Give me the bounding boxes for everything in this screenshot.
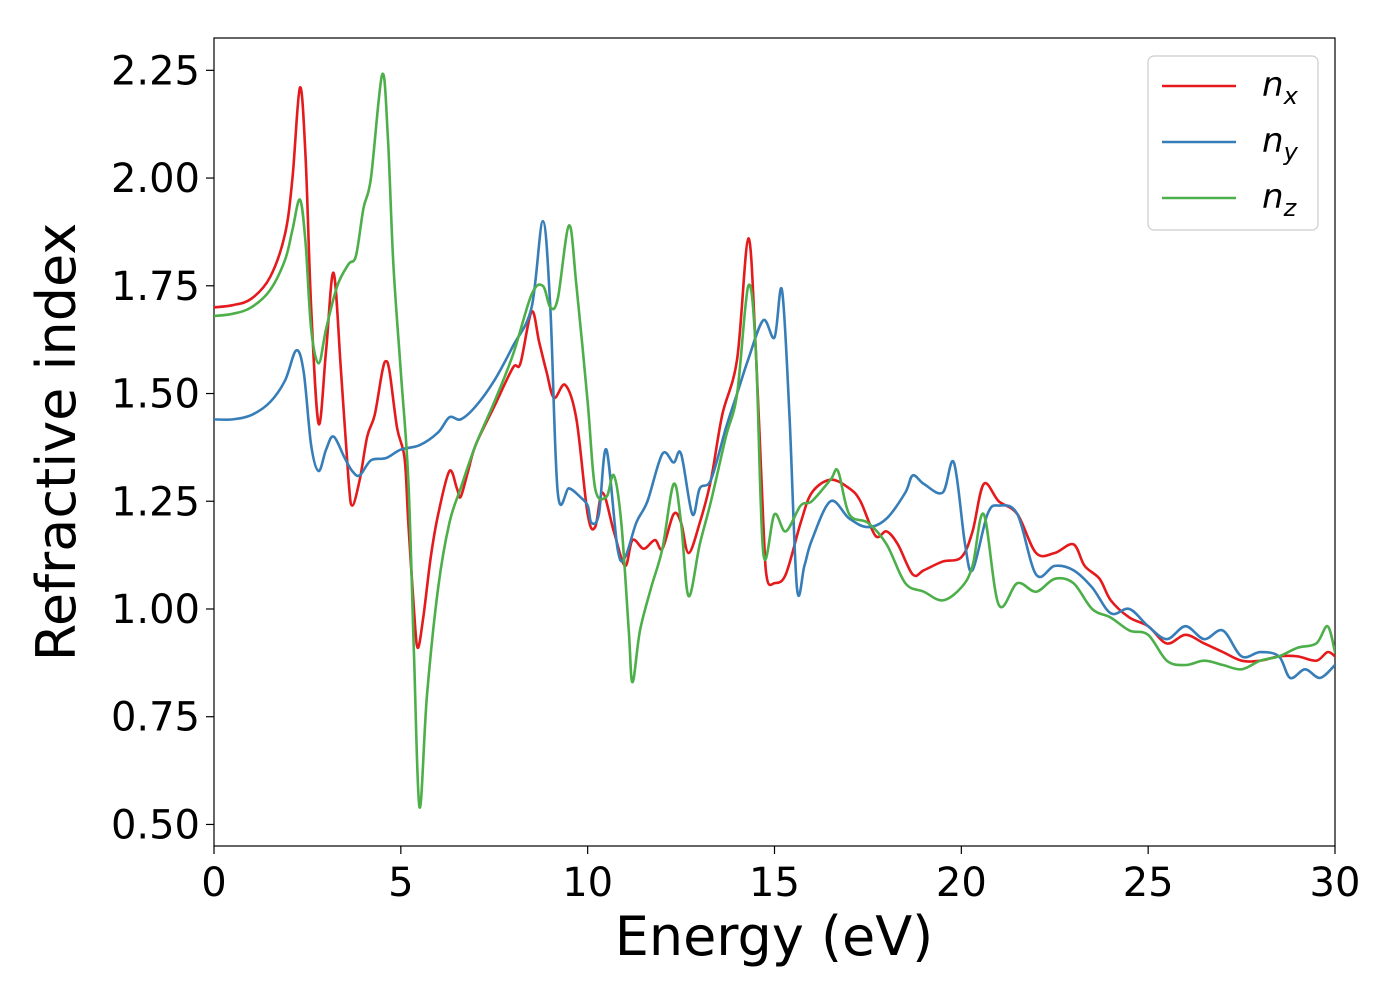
x-axis-title: Energy (eV) xyxy=(615,905,934,968)
legend-label-ny: ny xyxy=(1262,121,1299,166)
y-axis-title: Refractive index xyxy=(25,223,88,662)
y-tick-label: 1.50 xyxy=(111,372,200,418)
y-tick-label: 1.75 xyxy=(111,264,200,310)
y-tick-label: 0.75 xyxy=(111,695,200,741)
legend-items: nx ny nz xyxy=(1162,65,1299,222)
series-line-nx xyxy=(214,86,1335,663)
legend-label-nz: nz xyxy=(1262,177,1298,222)
series-line-nz xyxy=(214,72,1335,809)
x-tick-label: 30 xyxy=(1310,860,1361,906)
y-tick-label: 1.25 xyxy=(111,479,200,525)
y-tick-label: 2.00 xyxy=(111,156,200,202)
y-tick-label: 2.25 xyxy=(111,48,200,94)
x-axis-ticks: 0 5 10 15 20 25 30 xyxy=(201,846,1360,906)
y-axis-ticks: 0.50 0.75 1.00 1.25 1.50 1.75 2.00 2.25 xyxy=(111,48,214,848)
x-tick-label: 0 xyxy=(201,860,226,906)
y-tick-label: 1.00 xyxy=(111,587,200,633)
x-tick-label: 10 xyxy=(562,860,613,906)
x-tick-label: 25 xyxy=(1123,860,1174,906)
x-tick-label: 5 xyxy=(388,860,413,906)
y-tick-label: 0.50 xyxy=(111,802,200,848)
x-tick-label: 15 xyxy=(749,860,800,906)
x-tick-label: 20 xyxy=(936,860,987,906)
legend: nx ny nz xyxy=(1147,55,1319,231)
legend-label-nx: nx xyxy=(1262,65,1299,110)
series-layer xyxy=(214,72,1335,809)
series-line-ny xyxy=(214,219,1335,680)
